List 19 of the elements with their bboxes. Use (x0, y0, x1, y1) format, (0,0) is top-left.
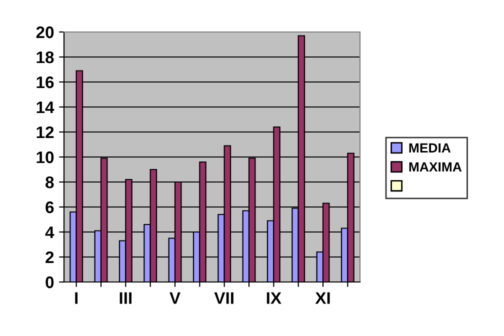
y-tick-label: 16 (36, 76, 54, 88)
x-tick-label: IX (266, 292, 282, 304)
y-tick-label: 20 (36, 26, 54, 38)
x-tick-label: I (75, 292, 78, 304)
x-tick-label: VII (214, 292, 234, 304)
y-tick-label: 12 (36, 126, 54, 138)
y-tick-label: 6 (46, 201, 54, 214)
legend-label: MEDIA (409, 143, 451, 152)
x-tick-label: III (120, 292, 132, 304)
y-tick-label: 0 (46, 276, 54, 288)
y-tick-label: 4 (45, 226, 54, 238)
x-tick-label: XI (315, 292, 330, 304)
y-tick-label: 14 (36, 102, 54, 114)
x-tick-label: V (170, 292, 180, 304)
y-tick-label: 2 (46, 251, 54, 264)
y-tick-label: 18 (36, 51, 54, 64)
y-tick-label: 8 (46, 176, 54, 188)
legend-label: MAXIMA (409, 162, 462, 172)
y-tick-label: 10 (36, 151, 54, 164)
